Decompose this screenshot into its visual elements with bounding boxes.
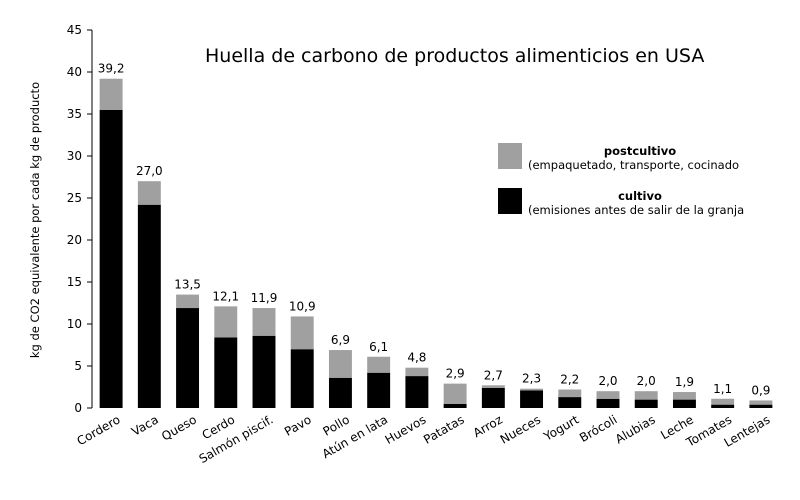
legend-label-cultivo: cultivo — [618, 189, 662, 203]
bar-cultivo — [520, 390, 544, 408]
legend-swatch-cultivo — [498, 188, 522, 214]
bar-postcultivo — [672, 392, 696, 400]
bar-total-label: 12,1 — [212, 289, 239, 303]
y-tick-label: 20 — [67, 233, 82, 247]
bar-postcultivo — [520, 388, 544, 391]
y-tick-label: 15 — [67, 275, 82, 289]
bar-cultivo — [558, 397, 582, 408]
bar-postcultivo — [176, 294, 200, 309]
bar-postcultivo — [596, 391, 620, 399]
category-label: Alubias — [613, 412, 658, 446]
legend-label-postcultivo: postcultivo — [604, 144, 676, 158]
bar-total-label: 10,9 — [289, 299, 316, 313]
bar-cultivo — [176, 308, 200, 408]
category-label: Pavo — [282, 412, 314, 438]
bar-cultivo — [405, 376, 429, 408]
bar-cultivo — [214, 337, 238, 408]
bar-cultivo — [367, 372, 391, 408]
legend-desc-postcultivo: (empaquetado, transporte, cocinado — [528, 158, 739, 172]
bar-total-label: 2,3 — [522, 372, 541, 386]
category-label: Huevos — [383, 412, 429, 446]
bar-total-label: 2,0 — [637, 374, 656, 388]
bars: 39,2Cordero27,0Vaca13,5Queso12,1Cerdo11,… — [75, 62, 773, 466]
bar-postcultivo — [634, 391, 658, 400]
category-label: Queso — [159, 412, 199, 443]
bar-total-label: 39,2 — [98, 62, 125, 76]
bar-total-label: 1,1 — [713, 382, 732, 396]
category-label: Brócoli — [577, 412, 619, 445]
category-label: Patatas — [421, 412, 466, 446]
bar-postcultivo — [252, 308, 276, 336]
category-label: Yogurt — [541, 412, 582, 444]
y-tick-label: 45 — [67, 23, 82, 37]
bar-cultivo — [290, 349, 314, 408]
y-tick-label: 35 — [67, 107, 82, 121]
y-axis: 0 5 10 15 20 25 30 35 40 45 — [67, 23, 93, 415]
bar-postcultivo — [290, 316, 314, 350]
bar-postcultivo — [367, 356, 391, 373]
bar-total-label: 13,5 — [174, 278, 201, 292]
bar-cultivo — [711, 404, 735, 408]
y-tick-label: 25 — [67, 191, 82, 205]
bar-postcultivo — [558, 389, 582, 398]
bar-postcultivo — [405, 367, 429, 377]
bar-postcultivo — [137, 181, 161, 205]
bar-cultivo — [252, 335, 276, 408]
bar-total-label: 6,1 — [369, 340, 388, 354]
y-tick-label: 10 — [67, 317, 82, 331]
bar-cultivo — [634, 399, 658, 408]
bar-postcultivo — [749, 400, 773, 405]
legend: postcultivo(empaquetado, transporte, coc… — [498, 143, 744, 217]
bar-cultivo — [137, 204, 161, 408]
legend-desc-cultivo: (emisiones antes de salir de la granja — [528, 203, 744, 217]
bar-postcultivo — [443, 383, 467, 404]
bar-total-label: 0,9 — [751, 383, 770, 397]
bar-total-label: 1,9 — [675, 375, 694, 389]
bar-total-label: 6,9 — [331, 333, 350, 347]
y-tick-label: 0 — [74, 401, 82, 415]
bar-cultivo — [328, 377, 352, 408]
bar-total-label: 2,2 — [560, 373, 579, 387]
bar-cultivo — [99, 109, 123, 409]
bar-cultivo — [596, 398, 620, 408]
y-tick-label: 30 — [67, 149, 82, 163]
category-label: Nueces — [498, 412, 543, 446]
bar-postcultivo — [328, 350, 352, 378]
bar-postcultivo — [481, 385, 505, 388]
bar-total-label: 11,9 — [251, 291, 278, 305]
y-tick-label: 5 — [74, 359, 82, 373]
bar-cultivo — [749, 404, 773, 408]
bar-cultivo — [443, 403, 467, 408]
bar-cultivo — [672, 399, 696, 408]
category-label: Vaca — [129, 412, 161, 438]
legend-swatch-postcultivo — [498, 143, 522, 169]
bar-total-label: 2,0 — [598, 374, 617, 388]
bar-total-label: 4,8 — [407, 351, 426, 365]
bar-postcultivo — [99, 78, 123, 110]
bar-cultivo — [481, 387, 505, 408]
bar-total-label: 2,9 — [446, 367, 465, 381]
category-label: Cordero — [75, 412, 123, 448]
bar-postcultivo — [214, 306, 238, 338]
chart-title: Huella de carbono de productos alimentic… — [205, 45, 704, 67]
y-axis-label: kg de CO2 equivalente por cada kg de pro… — [28, 82, 42, 358]
y-tick-label: 40 — [67, 65, 82, 79]
bar-postcultivo — [711, 398, 735, 405]
bar-total-label: 2,7 — [484, 368, 503, 382]
bar-total-label: 27,0 — [136, 164, 163, 178]
